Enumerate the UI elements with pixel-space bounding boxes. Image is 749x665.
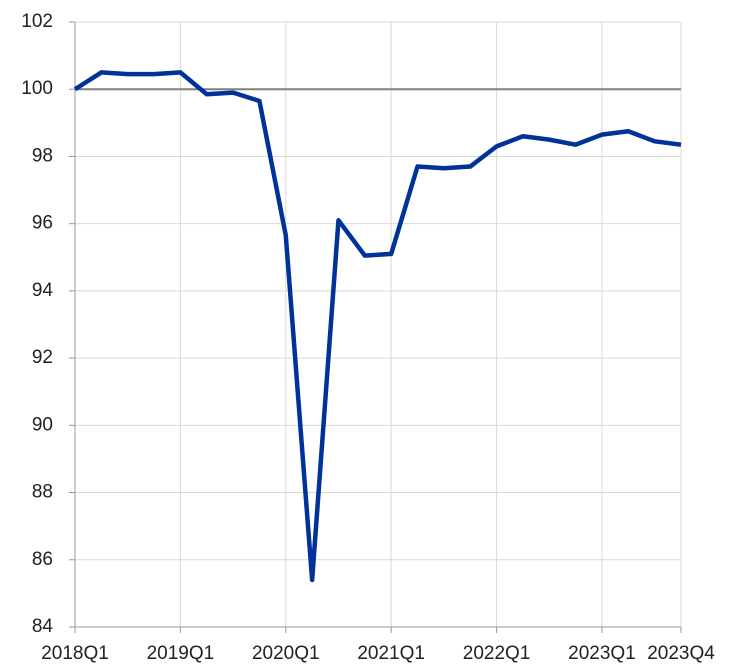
x-tick-label: 2019Q1 [147, 643, 215, 664]
y-tick-label: 92 [32, 347, 53, 368]
y-tick-label: 98 [32, 145, 53, 166]
data-line [73, 70, 682, 583]
x-tick-label: 2021Q1 [357, 643, 425, 664]
x-tick-label: 2023Q4 [647, 643, 715, 664]
y-tick-label: 94 [32, 280, 54, 301]
x-tick-label: 2020Q1 [252, 643, 320, 664]
y-tick-label: 90 [32, 414, 53, 435]
x-tick-label: 2018Q1 [41, 643, 109, 664]
y-tick-label: 84 [32, 616, 54, 637]
x-tick-label: 2023Q1 [568, 643, 636, 664]
y-tick-label: 96 [32, 213, 53, 234]
x-tick-label: 2022Q1 [463, 643, 531, 664]
y-tick-label: 88 [32, 482, 53, 503]
y-tick-label: 86 [32, 549, 53, 570]
y-tick-label: 102 [21, 11, 53, 32]
y-tick-label: 100 [21, 78, 53, 99]
